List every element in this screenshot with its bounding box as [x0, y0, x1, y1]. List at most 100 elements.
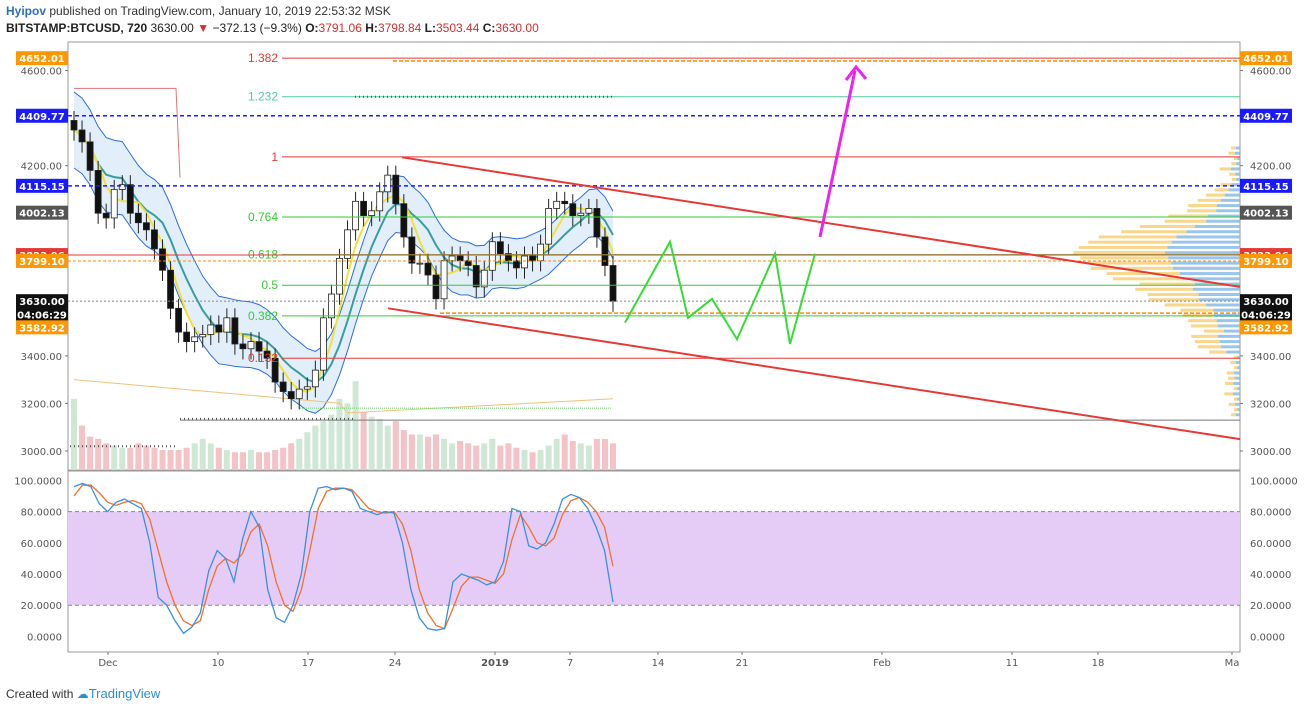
volume-profile-bar [1220, 340, 1240, 343]
volume-profile-bar [1088, 241, 1171, 244]
volume-bar [208, 443, 214, 470]
price-chart[interactable]: 3000.00 3000.003200.00 3200.003400.00 3400.… [0, 0, 1311, 712]
volume-bar [449, 443, 455, 470]
stoch-tick-right: 0.0000 [1250, 632, 1285, 643]
x-tick-label: 18 [1092, 658, 1105, 669]
volume-profile-bar [1195, 340, 1220, 343]
candle-body [578, 213, 584, 215]
volume-bar [87, 437, 93, 470]
candle-body [304, 387, 310, 389]
volume-profile-bar [1233, 382, 1240, 385]
volume-bar [361, 412, 367, 470]
left-price-tag: 04:06:29 [16, 307, 68, 321]
volume-bar [513, 448, 519, 470]
volume-profile-bar [1237, 398, 1240, 401]
stoch-tick-left: 60.0000 [21, 539, 62, 550]
volume-bar [602, 439, 608, 470]
volume-profile-bar [1234, 398, 1237, 401]
volume-profile-bar [1198, 345, 1221, 348]
candle-body [95, 170, 101, 213]
volume-bar [465, 443, 471, 470]
right-price-tag: 04:06:29 [1240, 307, 1292, 321]
left-price-tag: 3630.00 [16, 294, 68, 308]
candle-body [385, 175, 391, 192]
volume-profile-bar [1236, 413, 1240, 416]
volume-bar [489, 439, 495, 470]
x-tick-label: 21 [736, 658, 749, 669]
left-price-tag-text: 4115.15 [19, 182, 65, 193]
fib-level-label: 0.764 [248, 210, 278, 224]
x-tick-label: 17 [302, 658, 315, 669]
candle-body [570, 204, 576, 216]
left-price-tag-text: 3582.92 [19, 323, 65, 334]
volume-bar [143, 446, 149, 470]
candle-body [409, 237, 415, 263]
volume-profile-bar [1225, 382, 1233, 385]
volume-profile-bar [1206, 303, 1240, 306]
volume-bar [119, 448, 125, 470]
volume-profile-bar [1218, 324, 1240, 327]
volume-profile-bar [1191, 324, 1218, 327]
volume-bar [409, 434, 415, 470]
stoch-tick-left: 40.0000 [21, 570, 62, 581]
volume-profile-bar [1168, 256, 1240, 259]
volume-bar [320, 421, 326, 470]
volume-bar [168, 450, 174, 470]
volume-bar [111, 446, 117, 470]
volume-profile-bar [1165, 220, 1206, 223]
volume-bar [538, 450, 544, 470]
volume-profile-bar [1209, 351, 1226, 354]
volume-profile-bar [1225, 194, 1240, 197]
candle-body [449, 256, 455, 261]
volume-bar [497, 446, 503, 470]
candle-body [489, 242, 495, 271]
volume-bar [586, 446, 592, 470]
volume-profile-bar [1237, 157, 1240, 160]
volume-bar [328, 414, 334, 470]
candle-body [111, 189, 117, 218]
right-price-tag: 4652.01 [1240, 51, 1292, 65]
volume-profile-bar [1234, 157, 1237, 160]
candle-body [353, 201, 359, 230]
candle-body [433, 275, 439, 299]
volume-profile-bar [1234, 387, 1237, 390]
volume-bar [377, 419, 383, 470]
candle-body [200, 334, 206, 336]
candle-body [312, 370, 318, 387]
stoch-tick-right: 100.0000 [1250, 476, 1298, 487]
volume-profile-bar [1206, 220, 1240, 223]
volume-bar [103, 443, 109, 470]
candle-body [562, 201, 568, 203]
volume-profile-bar [1204, 330, 1224, 333]
volume-profile-bar [1236, 361, 1240, 364]
volume-profile-bar [1234, 371, 1240, 374]
right-price-tag: 3630.00 [1240, 294, 1292, 308]
volume-bar [135, 443, 141, 470]
x-tick-label: Dec [98, 658, 117, 669]
volume-profile-bar [1187, 209, 1216, 212]
volume-bar [570, 441, 576, 470]
stoch-tick-left: 80.0000 [21, 508, 62, 519]
volume-bar [530, 452, 536, 470]
tradingview-brand[interactable]: TradingView [89, 686, 161, 701]
volume-profile-bar [1180, 309, 1213, 312]
candle-body [594, 208, 600, 237]
volume-profile-bar [1206, 194, 1225, 197]
y-tick-right: 4200.00 [1250, 162, 1291, 173]
stoch-tick-right: 60.0000 [1250, 539, 1291, 550]
candle-body [248, 342, 254, 349]
candle-body [610, 266, 616, 302]
volume-profile-bar [1229, 173, 1235, 176]
volume-profile-bar [1140, 225, 1195, 228]
volume-profile-bar [1221, 345, 1240, 348]
volume-profile-bar [1187, 230, 1240, 233]
volume-profile-bar [1217, 204, 1240, 207]
volume-bar [473, 446, 479, 470]
volume-bar [312, 426, 318, 470]
volume-profile-bar [1231, 162, 1236, 165]
volume-profile-bar [1218, 335, 1240, 338]
candle-body [103, 213, 109, 218]
x-tick-label: 7 [567, 658, 573, 669]
volume-profile-bar [1188, 319, 1216, 322]
volume-bar [546, 446, 552, 470]
